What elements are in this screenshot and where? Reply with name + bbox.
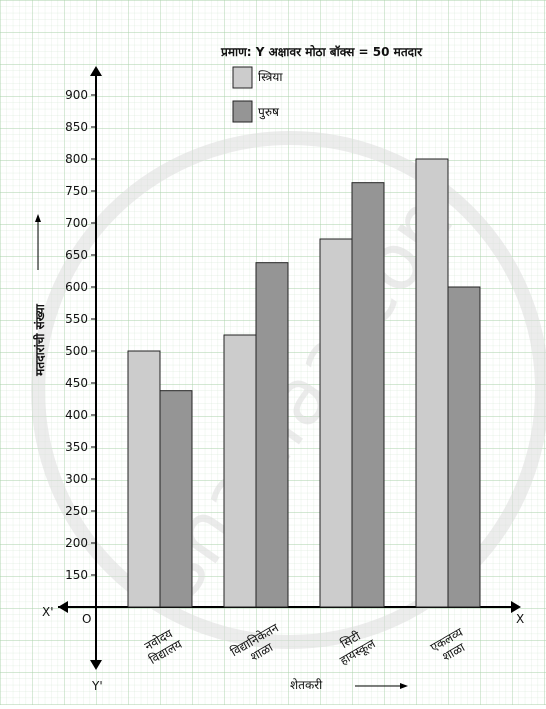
y-tick-label: 450 bbox=[65, 376, 88, 390]
x-axis-label-negative: X' bbox=[42, 605, 54, 619]
y-tick-label: 500 bbox=[65, 344, 88, 358]
scale-note: प्रमाण: Y अक्षावर मोठा बॉक्स = 50 मतदार bbox=[220, 45, 423, 59]
bar-men-1 bbox=[159, 390, 193, 608]
legend: प्रमाण: Y अक्षावर मोठा बॉक्स = 50 मतदार … bbox=[220, 45, 423, 123]
y-tick-label: 650 bbox=[65, 248, 88, 262]
legend-swatch-women bbox=[232, 66, 253, 89]
y-tick-label: 150 bbox=[65, 568, 88, 582]
x-axis-arrow-left bbox=[58, 601, 68, 613]
y-tick-label: 300 bbox=[65, 472, 88, 486]
y-axis-title-text: मतदारांची संख्या bbox=[33, 303, 47, 377]
y-axis-arrow-down bbox=[90, 660, 102, 670]
y-tick-label: 850 bbox=[65, 120, 88, 134]
legend-label-women: स्त्रिया bbox=[258, 70, 283, 84]
bar-men-3 bbox=[351, 182, 385, 608]
legend-label-men: पुरुष bbox=[258, 105, 280, 120]
y-tick-label: 250 bbox=[65, 504, 88, 518]
y-tick-label: 350 bbox=[65, 440, 88, 454]
origin-label: O bbox=[82, 612, 91, 626]
x-axis-title-text: शेतकरी bbox=[290, 678, 323, 692]
legend-swatch-men bbox=[232, 100, 253, 123]
y-ticks: 150 200 250 300 350 400 450 500 550 600 650 700 750 8… bbox=[65, 88, 96, 582]
y-axis-label-negative: Y' bbox=[91, 679, 103, 693]
x-axis-title: शेतकरी bbox=[290, 678, 408, 692]
x-axis-arrow-right bbox=[511, 601, 521, 613]
bar-women-2 bbox=[223, 334, 257, 608]
y-axis-arrow-up bbox=[90, 66, 102, 76]
y-tick-label: 550 bbox=[65, 312, 88, 326]
x-axis-title-arrow bbox=[400, 683, 408, 689]
bar-women-1 bbox=[127, 350, 161, 608]
bar-women-3 bbox=[319, 238, 353, 608]
y-tick-label: 800 bbox=[65, 152, 88, 166]
y-axis-title: मतदारांची संख्या bbox=[33, 214, 47, 377]
bar-men-4 bbox=[447, 286, 481, 608]
bar-men-2 bbox=[255, 262, 289, 608]
y-tick-label: 600 bbox=[65, 280, 88, 294]
y-axis-title-arrow bbox=[35, 214, 41, 222]
bars bbox=[127, 158, 481, 608]
bar-women-4 bbox=[415, 158, 449, 608]
y-tick-label: 700 bbox=[65, 216, 88, 230]
y-tick-label: 750 bbox=[65, 184, 88, 198]
y-tick-label: 900 bbox=[65, 88, 88, 102]
x-category-labels: नवोदयविद्यालय विद्यानिकेतनशाळासिटीहायस्कू… bbox=[142, 620, 468, 668]
x-axis-label-positive: X bbox=[516, 612, 524, 626]
y-tick-label: 400 bbox=[65, 408, 88, 422]
y-tick-label: 200 bbox=[65, 536, 88, 550]
